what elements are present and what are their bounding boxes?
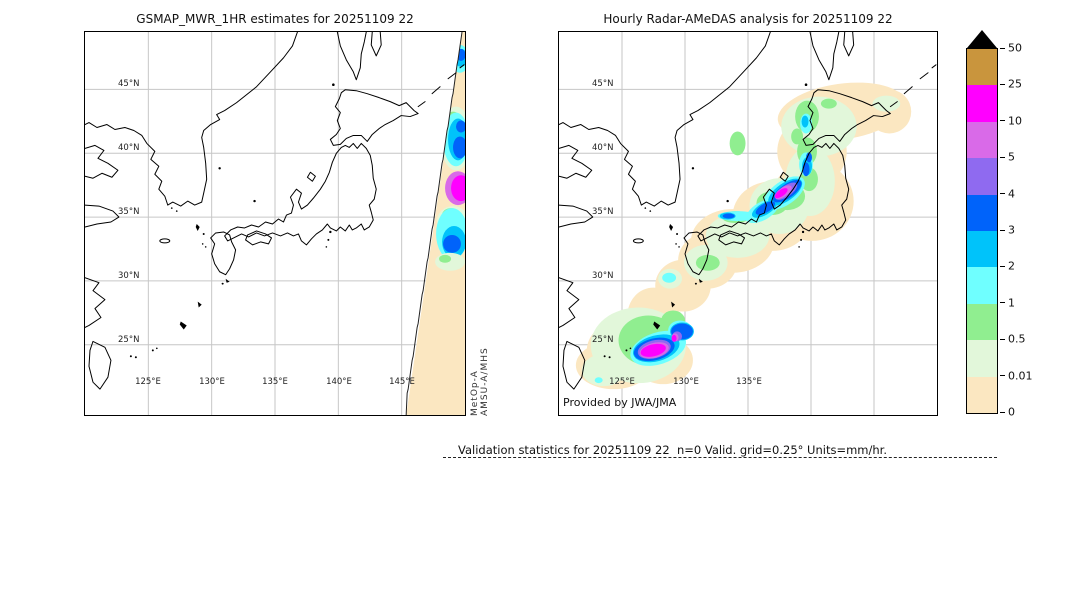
precipitation-field [575, 82, 912, 390]
colorbar-tick-mark [1000, 411, 1005, 413]
colorbar-tick-label: 50 [1008, 41, 1022, 55]
colorbar-tick-mark [1000, 265, 1005, 267]
colorbar-tick-label: 5 [1008, 150, 1015, 164]
colorbar-tick-mark [1000, 229, 1005, 231]
colorbar-overflow-triangle [967, 30, 997, 48]
colorbar-segment [967, 231, 997, 268]
colorbar-tick-mark [1000, 156, 1005, 158]
colorbar-tick-mark [1000, 120, 1005, 122]
colorbar-segment [967, 303, 997, 341]
colorbar-tick-mark [1000, 338, 1005, 340]
satellite-swath [406, 32, 465, 415]
validation-stats-text: Validation statistics for 20251109 22 n=… [458, 443, 887, 457]
colorbar-tick-label: 25 [1008, 77, 1022, 91]
gsmap-panel-title: GSMAP_MWR_1HR estimates for 20251109 22 [136, 12, 414, 26]
colorbar-segment [967, 85, 997, 122]
colorbar-segment [967, 267, 997, 304]
colorbar-tick-mark [1000, 375, 1005, 377]
colorbar-segment [967, 49, 997, 86]
radar-panel-title: Hourly Radar-AMeDAS analysis for 2025110… [603, 12, 893, 26]
colorbar [966, 48, 998, 414]
colorbar-tick-mark [1000, 302, 1005, 304]
colorbar-tick-mark [1000, 83, 1005, 85]
colorbar-tick-label: 3 [1008, 223, 1015, 237]
gsmap-map-svg [85, 32, 465, 415]
colorbar-tick-label: 2 [1008, 259, 1015, 273]
colorbar-tick-label: 10 [1008, 114, 1022, 128]
colorbar-tick-label: 4 [1008, 187, 1015, 201]
colorbar-segment [967, 194, 997, 231]
colorbar-segment [967, 340, 997, 377]
colorbar-tick-label: 0.01 [1008, 369, 1033, 383]
colorbar-tick-mark [1000, 47, 1005, 49]
gsmap-map-panel: 45°N 40°N 35°N 30°N 25°N 125°E 130°E 135… [84, 31, 466, 416]
colorbar-tick-label: 0.5 [1008, 332, 1026, 346]
swath-edge-line [405, 32, 463, 415]
footer-divider-line [443, 457, 997, 458]
colorbar-segment [967, 376, 997, 413]
data-credit: Provided by JWA/JMA [563, 396, 677, 409]
colorbar-tick-label: 0 [1008, 405, 1015, 419]
satellite-name-note: MetOp-A [470, 370, 480, 416]
colorbar-tick-mark [1000, 193, 1005, 195]
satellite-sensor-note: AMSU-A/MHS [480, 347, 490, 416]
colorbar-tick-label: 1 [1008, 296, 1015, 310]
colorbar-segment [967, 121, 997, 159]
radar-map-svg [559, 32, 937, 415]
colorbar-segment [967, 158, 997, 195]
radar-map-panel: 45°N 40°N 35°N 30°N 25°N 125°E 130°E 135… [558, 31, 938, 416]
